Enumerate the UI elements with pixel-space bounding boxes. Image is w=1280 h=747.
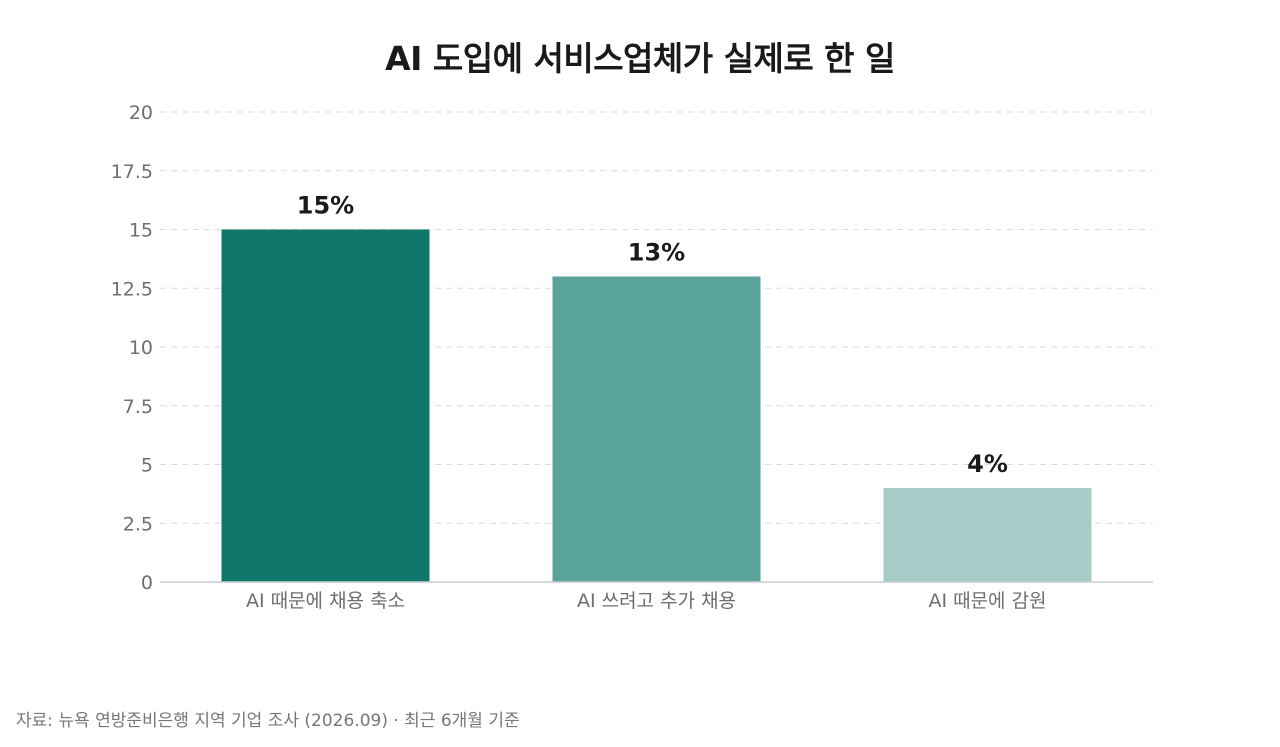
x-tick-label: AI 때문에 채용 축소 <box>246 590 405 612</box>
data-labels: 15% 13% 4% <box>297 192 1008 479</box>
x-tick-label: AI 쓰려고 추가 채용 <box>577 590 736 612</box>
bar-value-label: 4% <box>967 450 1008 478</box>
bar-value-label: 13% <box>628 239 685 267</box>
y-tick-label: 17.5 <box>111 161 153 183</box>
x-axis-ticks: AI 때문에 채용 축소 AI 쓰려고 추가 채용 AI 때문에 감원 <box>246 590 1047 612</box>
y-tick-label: 10 <box>129 337 153 359</box>
y-tick-label: 2.5 <box>123 513 153 535</box>
bar <box>221 229 430 582</box>
bar <box>552 276 761 582</box>
source-note: 자료: 뉴욕 연방준비은행 지역 기업 조사 (2026.09) · 최근 6개… <box>16 711 520 731</box>
y-tick-label: 20 <box>129 102 153 124</box>
bars <box>221 229 1092 582</box>
y-tick-label: 7.5 <box>123 396 153 418</box>
y-tick-label: 15 <box>129 220 153 242</box>
x-tick-label: AI 때문에 감원 <box>928 590 1046 612</box>
bar-value-label: 15% <box>297 192 354 220</box>
bar <box>883 488 1092 582</box>
y-tick-label: 5 <box>141 455 153 477</box>
y-tick-label: 0 <box>141 572 153 594</box>
y-axis-ticks: 0 2.5 5 7.5 10 12.5 15 17.5 20 <box>111 102 153 594</box>
y-tick-label: 12.5 <box>111 278 153 300</box>
chart-title: AI 도입에 서비스업체가 실제로 한 일 <box>385 39 895 78</box>
